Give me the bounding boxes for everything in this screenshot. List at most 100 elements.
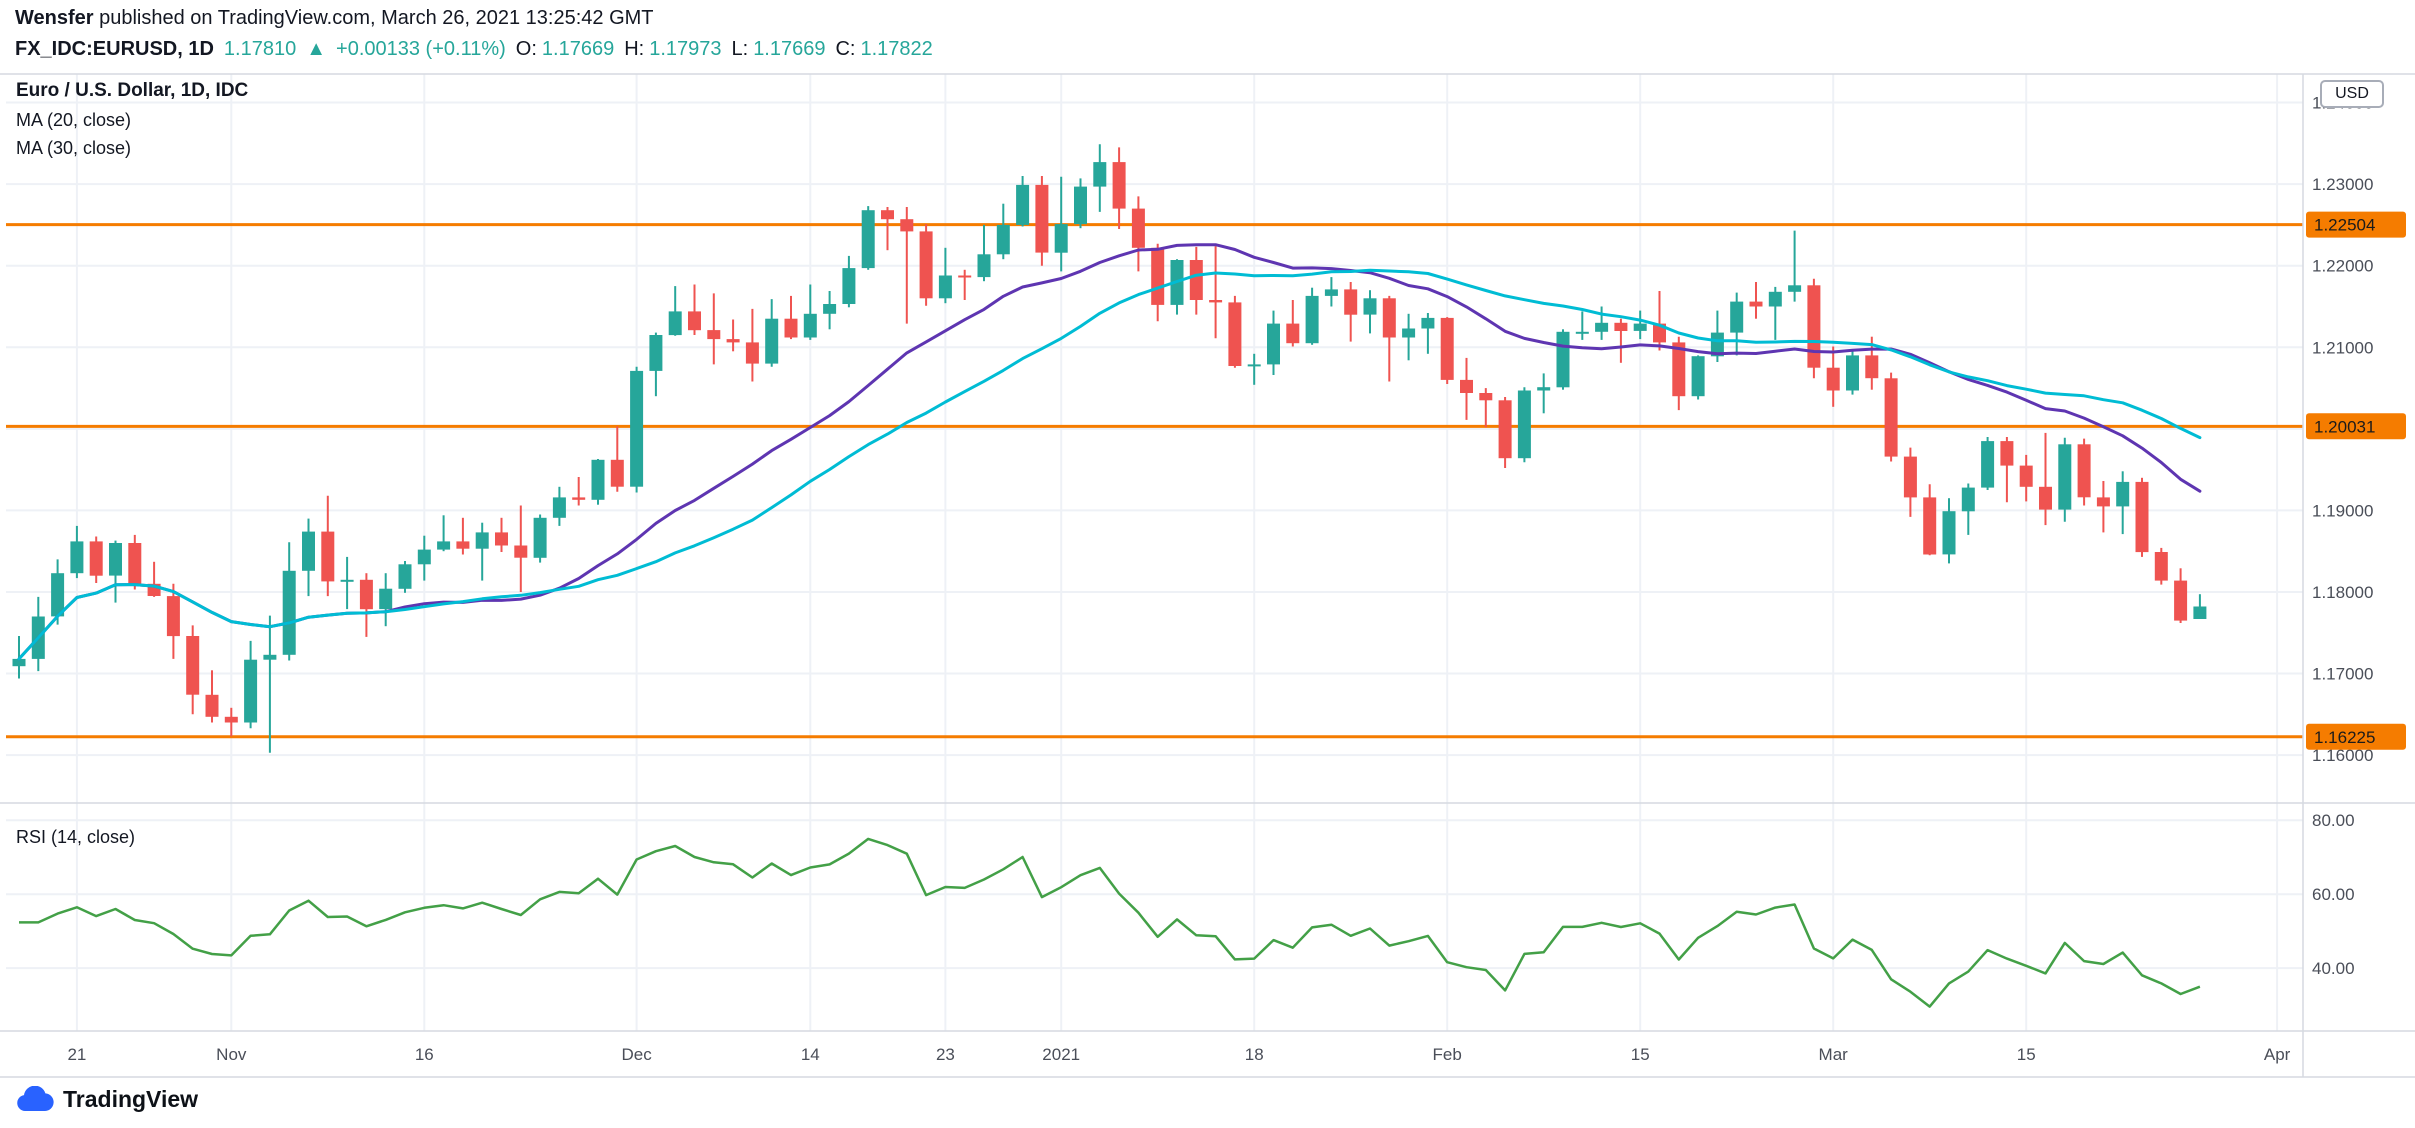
candles-layer — [12, 144, 2207, 753]
candle-body — [359, 579, 373, 610]
candle-body — [1247, 364, 1261, 367]
candle-body — [1093, 162, 1107, 187]
price-level-label — [2306, 413, 2406, 440]
candle-body — [1286, 323, 1300, 344]
candle-body — [1421, 317, 1435, 329]
candle-body — [1112, 162, 1126, 209]
candle-body — [745, 342, 759, 364]
candle-body — [1826, 367, 1840, 391]
published-line: Wensfer published on TradingView.com, Ma… — [15, 7, 933, 30]
candle-body — [842, 268, 856, 304]
last-price: 1.17810 — [223, 38, 297, 60]
candle-body — [166, 596, 180, 637]
candle-body — [186, 636, 200, 695]
candle-body — [282, 570, 296, 655]
candle-body — [340, 579, 354, 582]
candle-body — [1189, 260, 1203, 300]
candle-body — [1768, 291, 1782, 307]
candle-body — [1575, 331, 1589, 334]
candle-body — [495, 532, 508, 546]
candle-body — [1228, 302, 1242, 366]
candle-body — [1460, 379, 1473, 393]
rsi-line[interactable] — [19, 837, 2201, 1008]
time-tick-label: 15 — [2017, 1045, 2036, 1064]
rsi-legend[interactable]: RSI (14, close) — [16, 827, 136, 847]
time-tick-label: Dec — [621, 1045, 652, 1064]
time-tick-label: Feb — [1433, 1045, 1462, 1064]
time-axis[interactable]: 21 Nov 16 Dec 14 23 2021 18 Feb 15 Mar 15 Apr — [67, 1045, 2290, 1064]
candle-body — [765, 318, 779, 364]
candle-body — [572, 497, 586, 500]
candle-body — [1595, 322, 1609, 332]
low-value: 1.17669 — [753, 38, 826, 60]
time-tick-label: 21 — [67, 1045, 86, 1064]
price-tick-label: 1.18000 — [2312, 583, 2373, 602]
candle-body — [1846, 355, 1859, 391]
candle-body — [630, 370, 644, 487]
candle-body — [649, 335, 663, 371]
currency-unit-button[interactable]: USD — [2320, 80, 2384, 108]
candle-body — [2116, 481, 2130, 507]
candle-body — [2154, 552, 2168, 581]
candle-body — [610, 459, 624, 487]
close-value: 1.17822 — [860, 38, 933, 60]
price-tick-label: 1.16000 — [2312, 746, 2373, 765]
price-level-label-text: 1.16225 — [2314, 728, 2375, 747]
ma30-legend[interactable]: MA (30, close) — [16, 138, 132, 158]
candle-body — [302, 531, 315, 571]
price-tick-label: 1.19000 — [2312, 501, 2373, 520]
candle-body — [1074, 186, 1087, 225]
candle-body — [89, 541, 103, 576]
candle-body — [1151, 247, 1165, 305]
published-text: published on TradingView.com, March 26, … — [93, 7, 654, 29]
rsi-tick-label: 40.00 — [2312, 959, 2355, 978]
open-label: O: — [515, 38, 537, 60]
time-tick-label: 18 — [1245, 1045, 1264, 1064]
candle-body — [2019, 465, 2033, 487]
time-tick-label: Nov — [216, 1045, 247, 1064]
candle-body — [1807, 285, 1821, 368]
price-level-label — [2306, 723, 2406, 750]
tradingview-logo-icon — [14, 1086, 54, 1113]
candle-body — [1633, 323, 1647, 331]
main-chart-legend-title[interactable]: Euro / U.S. Dollar, 1D, IDC — [16, 80, 249, 101]
candle-body — [417, 549, 431, 565]
high-value: 1.17973 — [649, 38, 722, 60]
price-level-label-text: 1.22504 — [2314, 216, 2375, 235]
ma20-legend[interactable]: MA (20, close) — [16, 110, 132, 130]
candle-body — [475, 532, 489, 549]
footer-brand[interactable]: TradingView — [14, 1086, 198, 1113]
gridlines — [6, 74, 2303, 1031]
candle-body — [552, 497, 566, 518]
symbol-status-line: FX_IDC:EURUSD, 1D 1.17810 ▲ +0.00133 (+0… — [15, 38, 933, 61]
candle-body — [2096, 497, 2110, 507]
candle-body — [514, 545, 528, 558]
price-tick-label: 1.21000 — [2312, 338, 2373, 357]
candle-body — [1479, 393, 1493, 401]
candle-body — [224, 716, 238, 723]
candle-body — [707, 330, 721, 340]
candle-body — [437, 541, 451, 550]
ma30-line[interactable] — [17, 268, 2202, 661]
time-tick-label: 16 — [415, 1045, 434, 1064]
candle-body — [938, 275, 952, 299]
candle-body — [996, 224, 1010, 255]
price-tick-label: 1.22000 — [2312, 257, 2373, 276]
high-label: H: — [624, 38, 645, 60]
low-label: L: — [731, 38, 749, 60]
candle-body — [1498, 400, 1512, 459]
candle-body — [109, 543, 122, 576]
candle-body — [803, 313, 817, 338]
price-axis[interactable]: 1.240001.230001.220001.210001.200001.190… — [2306, 94, 2406, 979]
candle-body — [1691, 356, 1705, 397]
candle-body — [668, 311, 682, 336]
candle-body — [1382, 298, 1396, 338]
up-arrow-icon: ▲ — [306, 38, 327, 60]
candle-body — [379, 588, 393, 610]
candle-body — [1209, 300, 1223, 303]
candle-body — [900, 219, 914, 232]
horizontal-price-lines[interactable] — [6, 223, 2303, 739]
candle-body — [688, 311, 701, 331]
candle-body — [1942, 511, 1956, 555]
